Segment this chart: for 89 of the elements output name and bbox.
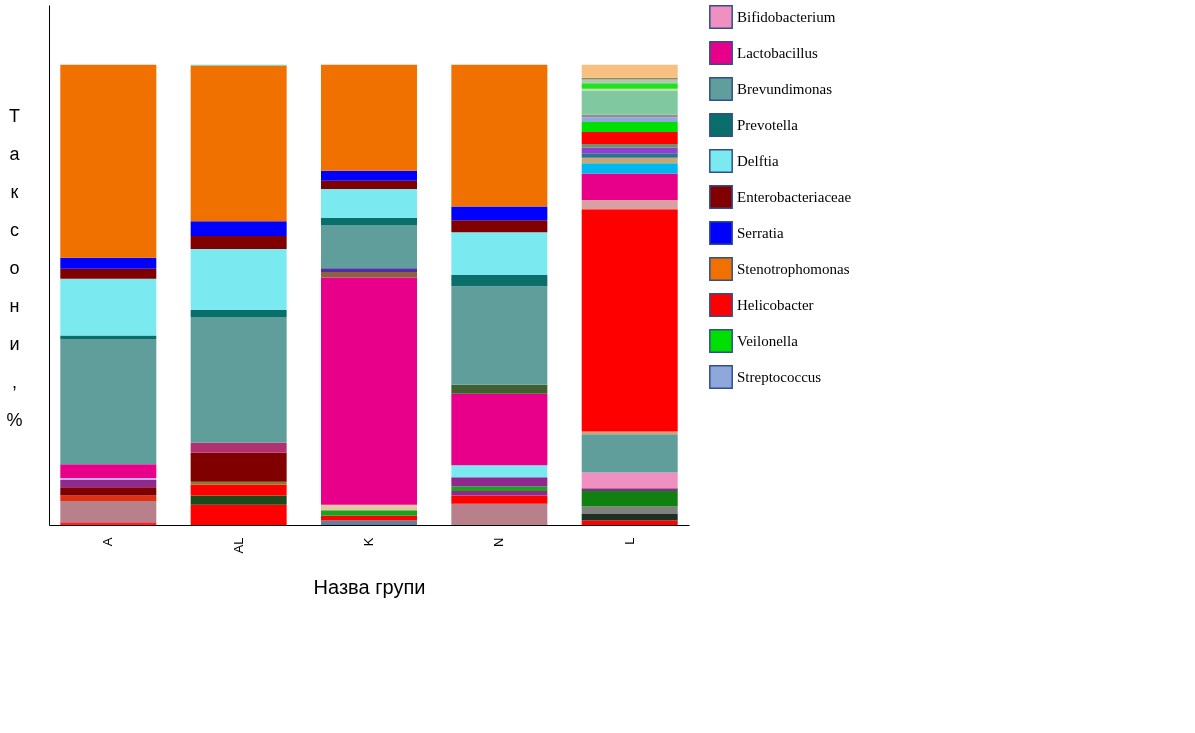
bar xyxy=(321,520,417,525)
bar xyxy=(321,504,417,511)
bar xyxy=(190,221,287,237)
bar xyxy=(451,477,548,487)
bar xyxy=(451,206,548,221)
bar xyxy=(451,495,548,504)
bar xyxy=(451,486,548,491)
bar xyxy=(321,64,417,171)
bar xyxy=(581,488,678,491)
bar xyxy=(581,506,678,514)
bar xyxy=(581,147,678,154)
bar xyxy=(581,173,678,201)
bar xyxy=(60,479,157,488)
bar xyxy=(190,236,287,249)
bar xyxy=(581,143,678,148)
legend-label: Prevotella xyxy=(737,117,799,133)
bar xyxy=(190,481,287,485)
bar xyxy=(321,225,417,269)
legend-label: Bifidobacterium xyxy=(737,9,836,25)
bar xyxy=(190,310,287,318)
bar xyxy=(60,464,157,479)
bar xyxy=(451,286,548,385)
bar xyxy=(190,504,287,525)
legend-label: Brevundimonas xyxy=(737,81,833,97)
legend-label: Streptococcus xyxy=(737,369,822,385)
bar xyxy=(60,501,157,523)
x-tick-label: A xyxy=(100,537,116,547)
bar xyxy=(581,90,678,115)
bar xyxy=(581,434,678,473)
bar xyxy=(60,335,157,340)
bar xyxy=(451,393,548,466)
legend-label: Delftia xyxy=(737,153,779,169)
legend-label: Stenotrophomonas xyxy=(737,261,850,277)
bar xyxy=(321,277,417,505)
bar xyxy=(321,170,417,181)
legend-label: Veilonella xyxy=(737,333,799,349)
bar xyxy=(190,484,287,496)
x-tick-label: K xyxy=(361,537,376,547)
bar xyxy=(451,64,548,207)
bar xyxy=(60,268,157,279)
x-tick-label: L xyxy=(621,537,637,545)
bar xyxy=(581,121,678,133)
bar xyxy=(581,157,678,164)
bar xyxy=(581,490,678,507)
bar xyxy=(581,83,678,89)
legend-label: Lactobacillus xyxy=(737,45,818,61)
bar xyxy=(581,163,678,174)
bar xyxy=(190,317,287,443)
bar xyxy=(581,520,678,525)
bar xyxy=(321,180,417,190)
bar xyxy=(451,503,548,525)
bar xyxy=(190,442,287,453)
bar xyxy=(321,189,417,219)
bar xyxy=(451,465,548,478)
bar xyxy=(451,384,548,394)
bar xyxy=(60,522,157,525)
bar xyxy=(190,495,287,505)
bar xyxy=(581,209,678,432)
x-axis-title: Назва групи xyxy=(313,576,426,599)
bar xyxy=(321,510,417,516)
bar xyxy=(581,132,678,144)
bar xyxy=(60,495,157,502)
bar xyxy=(581,200,678,210)
legend-label: Enterobacteriaceae xyxy=(737,189,852,205)
legend-label: Serratia xyxy=(737,225,784,241)
bar xyxy=(451,232,548,276)
bar xyxy=(321,268,417,272)
bar xyxy=(190,452,287,482)
bar xyxy=(190,65,287,222)
bar xyxy=(581,513,678,521)
legend-label: Helicobacter xyxy=(737,297,814,313)
bar xyxy=(581,153,678,158)
x-tick-label: N xyxy=(491,537,507,547)
bar xyxy=(60,278,157,336)
bar xyxy=(451,220,548,233)
bar xyxy=(190,248,287,311)
bar xyxy=(60,64,157,258)
bar xyxy=(581,472,678,489)
bar xyxy=(581,64,678,78)
bar xyxy=(60,487,157,496)
bar xyxy=(60,339,157,465)
text: Таксони, % xyxy=(6,105,23,430)
bar xyxy=(451,490,548,496)
bar xyxy=(321,218,417,226)
x-tick-label: AL xyxy=(230,537,246,554)
bar xyxy=(321,271,417,278)
bar xyxy=(581,117,678,122)
bar xyxy=(451,275,548,287)
bar xyxy=(60,257,157,269)
